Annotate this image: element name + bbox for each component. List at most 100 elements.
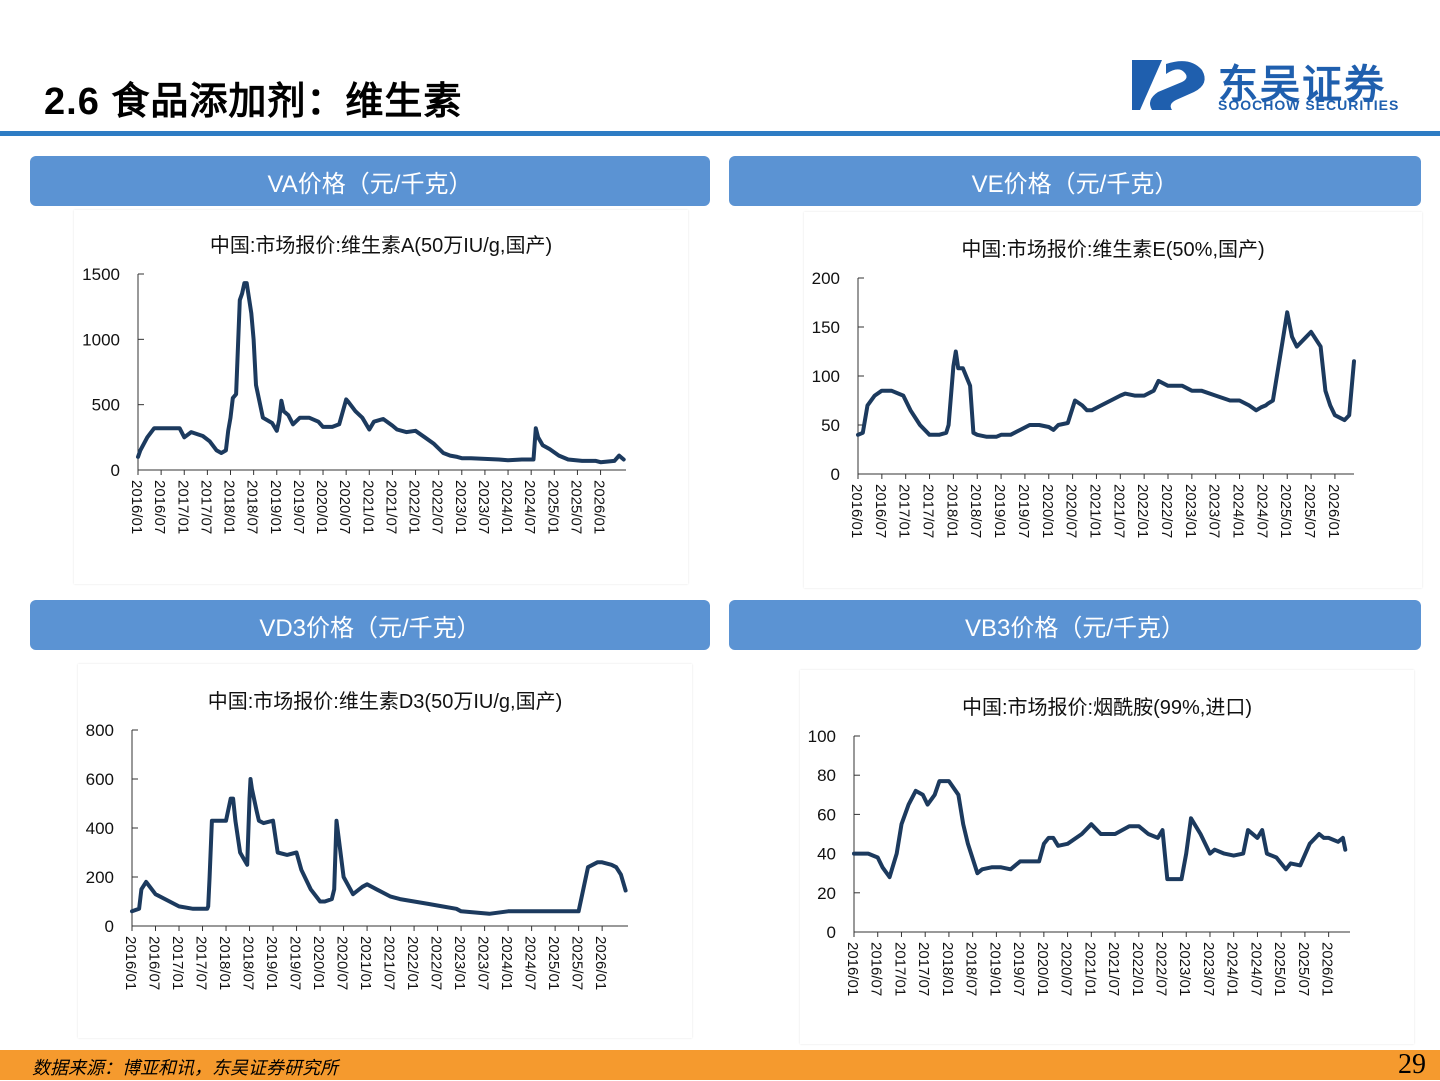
x-tick-label: 2025/07 — [1301, 484, 1318, 538]
x-tick-label: 2020/01 — [313, 480, 330, 534]
x-tick-label: 2017/01 — [896, 484, 913, 538]
chart-title: 中国:市场报价:维生素E(50%,国产) — [961, 238, 1264, 261]
x-tick-label: 2022/07 — [429, 480, 446, 534]
y-tick-label: 0 — [105, 917, 114, 936]
x-tick-label: 2026/01 — [591, 480, 608, 534]
y-tick-label: 80 — [817, 766, 836, 785]
x-tick-label: 2024/01 — [1230, 484, 1247, 538]
x-tick-label: 2023/07 — [475, 936, 492, 990]
x-tick-label: 2023/01 — [1176, 942, 1193, 996]
series-line — [130, 777, 628, 916]
x-tick-label: 2016/01 — [848, 484, 865, 538]
chart-title: 中国:市场报价:维生素A(50万IU/g,国产) — [210, 234, 552, 257]
chart-va: 中国:市场报价:维生素A(50万IU/g,国产) 0 500 1000 1500 2016… — [74, 210, 688, 584]
x-tick-label: 2016/07 — [868, 942, 885, 996]
x-tick-label: 2026/01 — [592, 936, 609, 990]
chart-vb3: 中国:市场报价:烟酰胺(99%,进口) 0 20 40 60 80 100 2016/01 20… — [800, 670, 1414, 1044]
y-tick-label: 100 — [808, 727, 836, 746]
x-tick-label: 2018/07 — [244, 480, 261, 534]
x-tick-label: 2025/01 — [1277, 484, 1294, 538]
x-tick-label: 2020/07 — [334, 936, 351, 990]
x-tick-label: 2018/01 — [943, 484, 960, 538]
company-logo: 东吴证券 SOOCHOW SECURITIES — [1132, 56, 1432, 116]
x-tick-label: 2022/01 — [406, 480, 423, 534]
x-tick-label: 2023/01 — [1182, 484, 1199, 538]
panel-header-ve: VE价格（元/千克） — [729, 156, 1421, 206]
x-tick-label: 2019/07 — [1015, 484, 1032, 538]
y-tick-label: 200 — [86, 868, 114, 887]
x-tick-label: 2021/07 — [382, 480, 399, 534]
x-tick-label: 2023/07 — [1200, 942, 1217, 996]
x-tick-label: 2019/07 — [287, 936, 304, 990]
x-tick-label: 2024/01 — [1224, 942, 1241, 996]
x-tick-label: 2017/01 — [169, 936, 186, 990]
series-line — [136, 281, 626, 465]
x-tick-label: 2016/07 — [151, 480, 168, 534]
x-tick-label: 2022/01 — [1129, 942, 1146, 996]
y-tick-label: 150 — [812, 318, 840, 337]
y-tick-label: 0 — [111, 461, 120, 480]
panel-header-vb3: VB3价格（元/千克） — [729, 600, 1421, 650]
x-tick-label: 2023/07 — [1206, 484, 1223, 538]
x-tick-label: 2025/07 — [567, 480, 584, 534]
x-tick-label: 2019/07 — [290, 480, 307, 534]
series-line — [852, 779, 1348, 882]
logo-text-cn: 东吴证券 — [1218, 63, 1386, 107]
x-tick-label: 2018/01 — [221, 480, 238, 534]
x-tick-label: 2018/01 — [216, 936, 233, 990]
chart-vd3: 中国:市场报价:维生素D3(50万IU/g,国产) 0 200 400 600 800 20… — [78, 664, 692, 1038]
x-tick-label: 2017/01 — [174, 480, 191, 534]
x-tick-label: 2019/01 — [991, 484, 1008, 538]
x-tick-label: 2019/07 — [1010, 942, 1027, 996]
x-tick-label: 2021/07 — [1105, 942, 1122, 996]
x-tick-label: 2025/07 — [1295, 942, 1312, 996]
page-title: 2.6 食品添加剂：维生素 — [44, 81, 463, 123]
panel-header-vd3: VD3价格（元/千克） — [30, 600, 710, 650]
x-tick-label: 2017/07 — [193, 936, 210, 990]
chart-ve: 中国:市场报价:维生素E(50%,国产) 0 50 100 150 200 2016/01 2… — [804, 212, 1422, 588]
x-tick-label: 2021/01 — [1081, 942, 1098, 996]
x-tick-label: 2026/01 — [1325, 484, 1342, 538]
x-tick-label: 2024/01 — [498, 936, 515, 990]
page-number: 29 — [1398, 1049, 1426, 1080]
x-tick-label: 2024/07 — [521, 480, 538, 534]
x-tick-label: 2020/01 — [1034, 942, 1051, 996]
x-tick-label: 2016/07 — [872, 484, 889, 538]
x-tick-label: 2016/01 — [122, 936, 139, 990]
panel-header-va: VA价格（元/千克） — [30, 156, 710, 206]
y-tick-label: 1000 — [82, 330, 120, 349]
x-tick-label: 2021/01 — [1086, 484, 1103, 538]
logo-mark-icon — [1132, 60, 1205, 110]
y-tick-label: 50 — [821, 416, 840, 435]
x-tick-label: 2016/01 — [844, 942, 861, 996]
x-tick-label: 2021/01 — [357, 936, 374, 990]
chart-va-svg: 中国:市场报价:维生素A(50万IU/g,国产) 0 500 1000 1500 2016… — [82, 234, 626, 534]
series-line — [856, 310, 1356, 439]
x-tick-label: 2016/07 — [146, 936, 163, 990]
x-tick-label: 2026/01 — [1319, 942, 1336, 996]
x-tick-label: 2019/01 — [267, 480, 284, 534]
x-tick-label: 2025/01 — [544, 480, 561, 534]
x-tick-label: 2020/07 — [1058, 942, 1075, 996]
chart-vb3-svg: 中国:市场报价:烟酰胺(99%,进口) 0 20 40 60 80 100 2016/01 20… — [808, 696, 1350, 996]
x-tick-label: 2018/07 — [240, 936, 257, 990]
x-tick-label: 2019/01 — [986, 942, 1003, 996]
x-tick-label: 2017/07 — [920, 484, 937, 538]
x-tick-label: 2021/07 — [381, 936, 398, 990]
x-tick-label: 2016/01 — [128, 480, 145, 534]
y-tick-label: 0 — [827, 923, 836, 942]
y-tick-label: 20 — [817, 884, 836, 903]
chart-ve-svg: 中国:市场报价:维生素E(50%,国产) 0 50 100 150 200 2016/01 2… — [812, 238, 1356, 538]
x-tick-label: 2025/07 — [569, 936, 586, 990]
x-tick-label: 2021/07 — [1110, 484, 1127, 538]
x-tick-label: 2025/01 — [1271, 942, 1288, 996]
x-tick-label: 2020/07 — [336, 480, 353, 534]
x-tick-label: 2022/01 — [404, 936, 421, 990]
x-tick-label: 2022/07 — [428, 936, 445, 990]
y-tick-label: 100 — [812, 367, 840, 386]
x-tick-label: 2023/01 — [452, 480, 469, 534]
x-tick-label: 2024/07 — [522, 936, 539, 990]
footer-bar — [0, 1050, 1440, 1080]
x-tick-label: 2024/07 — [1253, 484, 1270, 538]
x-tick-label: 2018/07 — [963, 942, 980, 996]
